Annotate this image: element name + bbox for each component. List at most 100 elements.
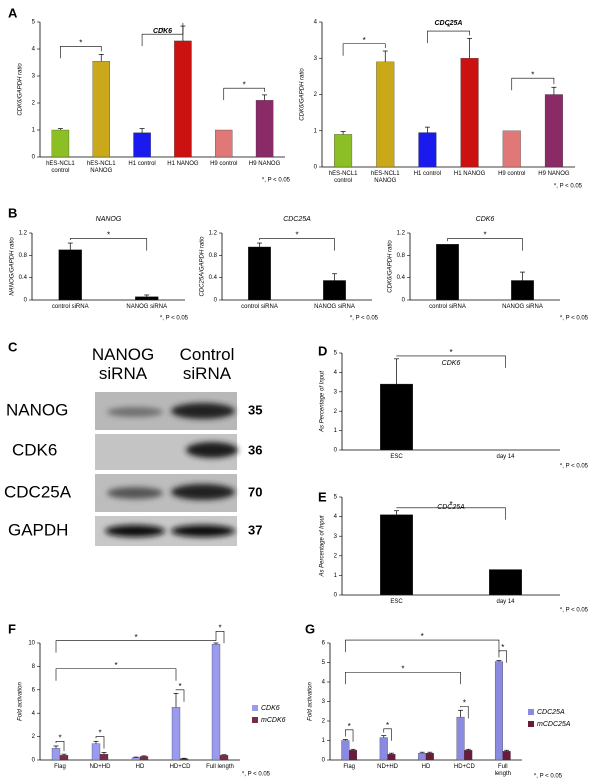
y-tick-label: 3 bbox=[322, 699, 326, 705]
bar bbox=[174, 40, 192, 158]
x-tick-label: NANOG siRNA bbox=[126, 304, 168, 310]
bar bbox=[544, 94, 563, 168]
bar bbox=[425, 753, 434, 761]
y-tick-label: 1 bbox=[334, 428, 338, 434]
note: *, P < 0.05 bbox=[560, 316, 589, 322]
significance-bracket bbox=[342, 43, 386, 56]
significance-label: * bbox=[447, 23, 450, 32]
legend-label: mCDC25A bbox=[537, 721, 571, 728]
x-tick-label: HD bbox=[135, 764, 145, 770]
chart-title: CDC25A bbox=[283, 216, 311, 223]
bar bbox=[248, 246, 271, 301]
bar bbox=[379, 514, 413, 596]
bar bbox=[341, 740, 350, 761]
significance-bracket bbox=[383, 728, 392, 741]
legend-swatch bbox=[252, 717, 258, 723]
x-tick-label: ND+HD bbox=[377, 764, 399, 770]
significance-bracket bbox=[55, 740, 65, 752]
panel-label: G bbox=[305, 621, 315, 636]
blot-band bbox=[107, 407, 163, 417]
panel-label: F bbox=[8, 621, 16, 636]
blot-kda: 37 bbox=[248, 522, 262, 537]
y-tick-label: 2 bbox=[32, 101, 36, 107]
x-tick-label: H1 NANOG bbox=[453, 171, 486, 177]
x-tick-label: H9 control bbox=[498, 171, 526, 177]
bar bbox=[502, 751, 511, 761]
y-tick-label: 4 bbox=[32, 711, 36, 717]
x-tick-label: Flag bbox=[54, 764, 66, 770]
bar bbox=[179, 758, 189, 761]
legend-label: CDC25A bbox=[537, 709, 565, 716]
significance-bracket bbox=[60, 46, 102, 59]
y-tick-label: 0 bbox=[214, 298, 218, 304]
bar bbox=[211, 644, 221, 761]
panel-label: C bbox=[8, 339, 18, 354]
y-tick-label: 2 bbox=[334, 409, 338, 415]
significance-label: * bbox=[463, 698, 466, 707]
bar bbox=[464, 750, 473, 761]
y-tick-label: 1 bbox=[334, 573, 338, 579]
significance-label: * bbox=[98, 729, 101, 738]
significance-label: * bbox=[178, 682, 181, 691]
panel-label: D bbox=[318, 343, 327, 358]
y-tick-label: 0.4 bbox=[209, 275, 218, 281]
x-tick-label: HD+CD bbox=[169, 764, 191, 770]
note: *, P < 0.05 bbox=[554, 184, 583, 190]
significance-label: * bbox=[449, 500, 452, 509]
bar bbox=[376, 61, 395, 168]
significance-bracket bbox=[141, 23, 184, 47]
blot-row-label: GAPDH bbox=[8, 520, 68, 539]
y-tick-label: 5 bbox=[334, 495, 338, 501]
significance-label: * bbox=[79, 38, 82, 47]
y-tick-label: 4 bbox=[334, 514, 338, 520]
x-tick-label: hES-NCL1 control bbox=[46, 161, 75, 174]
significance-label: * bbox=[218, 623, 221, 632]
y-tick-label: 1.2 bbox=[209, 231, 218, 237]
x-tick-label: ESC bbox=[390, 599, 403, 605]
y-tick-label: 0.8 bbox=[19, 253, 28, 259]
blot-row-label: NANOG bbox=[6, 400, 68, 419]
bar bbox=[219, 755, 229, 761]
note: *, P < 0.05 bbox=[160, 316, 189, 322]
chart-title: CDK6 bbox=[476, 216, 495, 223]
significance-label: * bbox=[161, 26, 164, 35]
significance-bracket bbox=[396, 507, 506, 520]
x-tick-label: Full length bbox=[494, 764, 511, 777]
chart-title: NANOG bbox=[96, 216, 122, 223]
y-axis-label: NANOG/GAPDH ratio bbox=[10, 237, 16, 296]
y-tick-label: 0 bbox=[322, 758, 326, 764]
significance-label: * bbox=[449, 348, 452, 357]
bar bbox=[502, 130, 521, 168]
chart-title: CDK6 bbox=[153, 28, 172, 35]
bar bbox=[99, 754, 109, 761]
y-tick-label: 5 bbox=[322, 660, 326, 666]
significance-bracket bbox=[427, 30, 470, 44]
y-tick-label: 8 bbox=[32, 664, 36, 670]
x-tick-label: H9 NANOG bbox=[248, 161, 281, 167]
significance-bracket bbox=[447, 238, 523, 251]
significance-bracket bbox=[345, 671, 461, 685]
bar bbox=[215, 129, 233, 158]
x-tick-label: NANOG siRNA bbox=[314, 304, 355, 310]
y-tick-label: 4 bbox=[314, 20, 318, 26]
bar bbox=[51, 748, 61, 761]
bar bbox=[58, 249, 82, 301]
significance-bracket bbox=[95, 736, 105, 749]
x-tick-label: day 14 bbox=[496, 599, 515, 605]
y-tick-label: 2 bbox=[314, 92, 318, 98]
significance-label: * bbox=[243, 80, 246, 89]
note: *, P < 0.05 bbox=[560, 608, 589, 614]
y-tick-label: 2 bbox=[334, 553, 338, 559]
y-tick-label: 1.2 bbox=[397, 231, 406, 237]
y-tick-label: 0.8 bbox=[209, 253, 218, 259]
y-tick-label: 6 bbox=[322, 641, 326, 647]
blot-kda: 35 bbox=[248, 402, 262, 417]
bar bbox=[511, 280, 534, 301]
significance-bracket bbox=[460, 706, 469, 719]
y-tick-label: 3 bbox=[334, 534, 338, 540]
legend-swatch bbox=[252, 705, 258, 711]
blot-band bbox=[186, 442, 238, 458]
x-tick-label: hES-NCL1 NANOG bbox=[86, 161, 116, 174]
bar bbox=[139, 756, 149, 761]
